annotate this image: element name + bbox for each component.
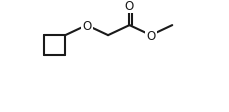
Text: O: O: [146, 29, 155, 42]
Text: O: O: [124, 0, 134, 12]
Text: O: O: [82, 19, 91, 32]
